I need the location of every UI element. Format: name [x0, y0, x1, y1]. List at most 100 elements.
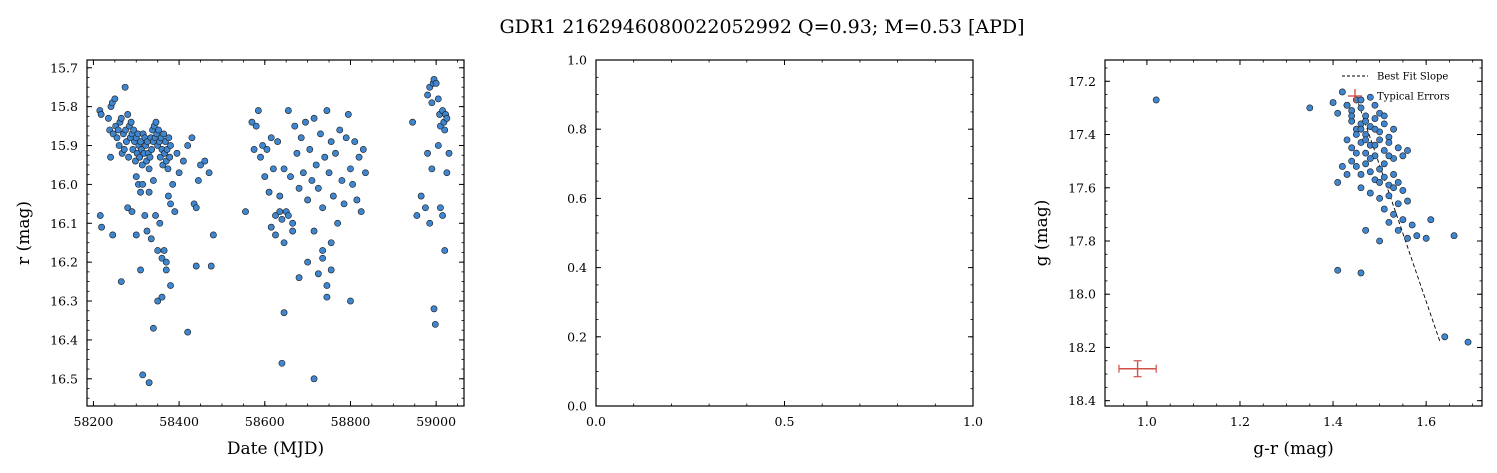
color-magnitude-data-point [1357, 184, 1365, 192]
light-curve-data-point [105, 114, 112, 122]
light-curve-data-point [138, 161, 146, 169]
color-magnitude-data-point [1348, 157, 1356, 165]
light-curve-data-point [156, 219, 164, 227]
light-curve-data-point [145, 188, 153, 196]
color-magnitude-data-point [1380, 112, 1388, 120]
light-curve-data-point [267, 134, 275, 142]
color-magnitude-data-point [1371, 101, 1379, 109]
light-curve-data-point [160, 247, 168, 254]
light-curve-y-tick-label: 16.2 [50, 255, 78, 270]
light-curve-x-axis-title: Date (MJD) [227, 439, 324, 459]
color-magnitude-data-point [1376, 136, 1384, 144]
light-curve-data-point [113, 134, 121, 142]
light-curve-data-point [327, 239, 335, 247]
color-magnitude-data-point [1357, 96, 1365, 104]
color-magnitude-x-tick-label: 1.4 [1323, 414, 1343, 429]
light-curve-data-point [145, 379, 153, 387]
empty-panel: 0.0 0.5 1.0 0.0 0.2 0.4 0.6 0.8 1.0 [567, 53, 983, 430]
light-curve-data-point [121, 83, 129, 91]
empty-x-tick-label: 1.0 [963, 414, 983, 429]
light-curve-data-point [147, 235, 155, 243]
color-magnitude-data-point [1399, 216, 1407, 224]
color-magnitude-data-point [1362, 160, 1370, 168]
color-magnitude-data-point [1366, 155, 1374, 162]
light-curve-data-point [424, 91, 431, 99]
light-curve-data-point [201, 157, 209, 165]
light-curve-data-point [325, 169, 333, 177]
color-magnitude-data-point [1329, 99, 1337, 106]
light-curve-data-point [413, 212, 421, 219]
light-curve-data-point [136, 153, 144, 161]
light-curve-data-point [150, 177, 157, 184]
light-curve-data-point [179, 157, 187, 165]
light-curve-data-point [97, 111, 105, 118]
color-magnitude-data-point [1394, 144, 1402, 152]
color-magnitude-x-tick-label: 1.6 [1416, 414, 1436, 429]
color-magnitude-data-point [1334, 266, 1342, 274]
light-curve-y-tick-label: 16.0 [50, 177, 78, 192]
light-curve-data-point [167, 282, 174, 289]
light-curve-data-point [430, 305, 438, 313]
light-curve-data-point [340, 200, 348, 208]
light-curve-y-tick-label: 16.5 [50, 371, 78, 386]
color-magnitude-data-point [1385, 192, 1393, 200]
light-curve-data-point [209, 231, 217, 239]
light-curve-x-tick-label: 59000 [416, 414, 456, 429]
color-magnitude-data-point [1352, 163, 1360, 170]
light-curve-data-point [111, 95, 119, 103]
color-magnitude-data-point [1334, 109, 1342, 117]
light-curve-data-point [321, 153, 329, 161]
color-magnitude-data-point [1380, 160, 1388, 168]
color-magnitude-data-point [1334, 179, 1342, 186]
light-curve-data-point [120, 146, 128, 153]
color-magnitude-data-point [1362, 136, 1370, 144]
color-magnitude-data-point [1385, 218, 1393, 226]
light-curve-data-point [165, 134, 173, 142]
color-magnitude-data-point [1413, 232, 1421, 240]
light-curve-data-point [169, 181, 177, 188]
color-magnitude-data-point [1394, 179, 1402, 186]
color-magnitude-y-tick-label: 17.8 [1068, 233, 1096, 248]
light-curve-data-point [156, 153, 164, 161]
light-curve-data-point [278, 359, 286, 367]
color-magnitude-y-tick-label: 17.4 [1068, 127, 1096, 142]
color-magnitude-y-axis-title: g (mag) [1032, 200, 1052, 267]
light-curve-data-point [205, 169, 213, 177]
light-curve-data-point [124, 111, 132, 118]
light-curve-data-point [310, 114, 318, 122]
light-curve-data-point [353, 196, 361, 204]
light-curve-data-point [347, 165, 354, 173]
light-curve-data-point [132, 231, 140, 239]
light-curve-data-point [272, 212, 279, 219]
light-curve-data-point [336, 126, 344, 134]
empty-y-tick-label: 0.8 [567, 122, 587, 137]
light-curve-data-point [265, 188, 273, 196]
light-curve-data-point [173, 149, 181, 157]
light-curve-data-point [107, 153, 114, 161]
legend-label: Typical Errors [1377, 92, 1450, 103]
light-curve-data-point [319, 254, 327, 262]
light-curve-data-point [428, 165, 436, 173]
light-curve-data-point [323, 107, 331, 114]
light-curve-data-point [127, 118, 135, 126]
light-curve-x-tick-label: 58800 [331, 414, 371, 429]
light-curve-data-point [125, 153, 132, 161]
color-magnitude-data-point [1404, 147, 1411, 154]
light-curve-data-point [158, 254, 166, 262]
light-curve-data-point [197, 161, 204, 169]
light-curve-data-point [329, 192, 337, 200]
light-curve-data-point [160, 130, 168, 138]
light-curve-data-point [132, 173, 140, 181]
light-curve-data-point [137, 266, 144, 274]
light-curve-data-point [310, 375, 318, 383]
color-magnitude-data-point [1390, 210, 1397, 218]
color-magnitude-data-point [1306, 104, 1314, 112]
light-curve-data-point [323, 293, 331, 301]
color-magnitude-data-point [1362, 226, 1370, 234]
color-magnitude-data-point [1390, 125, 1397, 133]
light-curve-x-tick-label: 58600 [245, 414, 285, 429]
light-curve-y-tick-label: 15.9 [50, 138, 78, 153]
empty-y-tick-label: 1.0 [567, 53, 587, 68]
color-magnitude-x-tick-label: 1.2 [1230, 414, 1250, 429]
